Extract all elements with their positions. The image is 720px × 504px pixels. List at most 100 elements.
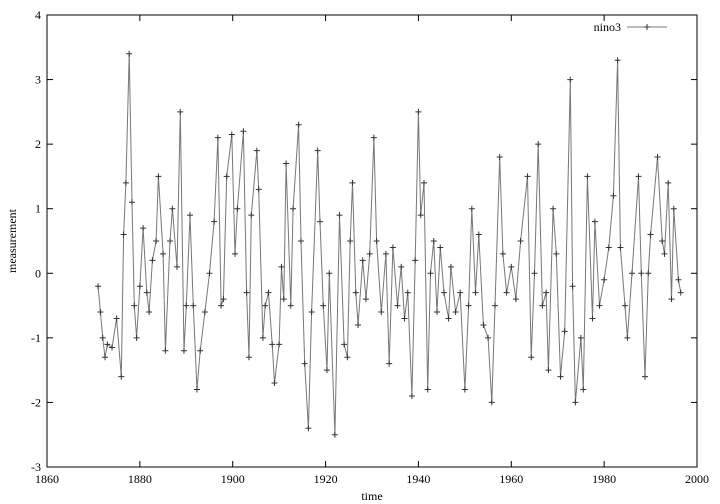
point-marker <box>331 431 338 438</box>
point-marker <box>102 354 109 361</box>
point-marker <box>276 341 283 348</box>
point-marker <box>317 218 323 225</box>
point-marker <box>183 302 190 309</box>
point-marker <box>508 263 515 270</box>
point-marker <box>206 270 213 277</box>
point-marker <box>434 309 440 316</box>
point-marker <box>190 302 197 309</box>
point-marker <box>437 244 444 251</box>
point-marker <box>290 205 297 212</box>
point-marker <box>366 250 373 257</box>
point-marker <box>635 173 642 180</box>
point-marker <box>153 238 160 244</box>
point-marker <box>99 334 106 341</box>
point-marker <box>320 302 327 309</box>
point-marker <box>591 218 598 225</box>
point-marker <box>262 302 269 309</box>
point-marker <box>468 205 475 212</box>
point-marker <box>323 367 330 374</box>
point-marker <box>577 334 584 341</box>
point-marker <box>104 341 111 348</box>
point-marker <box>499 250 506 257</box>
series-line <box>97 53 682 435</box>
point-marker <box>430 238 437 244</box>
point-marker <box>269 341 276 348</box>
x-tick-label: 1960 <box>499 472 523 486</box>
point-marker <box>539 302 546 309</box>
point-marker <box>617 244 624 251</box>
point-marker <box>187 212 193 219</box>
point-marker <box>341 341 348 348</box>
point-marker <box>146 309 153 316</box>
point-marker <box>421 179 427 186</box>
y-tick-label: -3 <box>31 460 41 474</box>
x-tick-label: 1940 <box>406 472 430 486</box>
point-marker <box>280 296 287 303</box>
point-marker <box>95 283 102 290</box>
point-marker <box>113 315 120 322</box>
point-marker <box>572 399 579 406</box>
point-marker <box>220 296 227 303</box>
point-marker <box>661 250 668 257</box>
point-marker <box>457 289 464 296</box>
point-marker <box>193 386 200 393</box>
point-marker <box>624 334 631 341</box>
point-marker <box>659 238 666 244</box>
point-marker <box>118 373 125 380</box>
point-marker <box>167 238 174 244</box>
point-marker <box>295 121 302 128</box>
x-tick-label: 1880 <box>128 472 152 486</box>
point-marker <box>408 392 415 399</box>
point-marker <box>214 134 221 141</box>
point-marker <box>373 238 380 244</box>
point-marker <box>97 309 104 316</box>
point-marker <box>177 108 184 115</box>
point-marker <box>629 270 635 277</box>
point-marker <box>545 367 552 374</box>
point-marker <box>675 276 682 283</box>
point-marker <box>243 289 250 296</box>
point-marker <box>136 283 143 290</box>
point-marker <box>352 289 359 296</box>
point-marker <box>567 76 574 83</box>
point-marker <box>452 309 459 316</box>
point-marker <box>133 334 140 341</box>
point-marker <box>278 263 285 270</box>
point-marker <box>386 360 393 367</box>
point-marker <box>255 186 262 193</box>
x-tick-label: 1980 <box>592 472 616 486</box>
point-marker <box>349 179 356 186</box>
point-marker <box>535 141 542 148</box>
point-marker <box>645 270 652 277</box>
point-marker <box>601 276 608 283</box>
y-tick-label: -1 <box>31 331 41 345</box>
point-marker <box>524 173 531 180</box>
point-marker <box>336 212 343 219</box>
x-tick-label: 1860 <box>35 472 59 486</box>
point-marker <box>485 334 492 341</box>
point-marker <box>488 399 495 406</box>
y-tick-label: 4 <box>35 8 41 22</box>
point-marker <box>359 257 366 264</box>
point-marker <box>234 205 241 212</box>
point-marker <box>465 302 472 309</box>
point-marker <box>126 50 133 57</box>
point-marker <box>297 238 304 244</box>
point-marker <box>201 309 208 316</box>
point-marker <box>314 147 321 154</box>
point-marker <box>287 302 294 309</box>
point-marker <box>301 360 308 367</box>
x-tick-label: 1920 <box>314 472 338 486</box>
point-marker <box>265 289 272 296</box>
y-tick-label: 0 <box>35 266 41 280</box>
point-marker <box>389 244 396 251</box>
point-marker <box>362 296 369 303</box>
point-marker <box>543 289 550 296</box>
x-axis-label: time <box>361 489 382 503</box>
point-marker <box>480 321 487 328</box>
point-marker <box>475 231 482 238</box>
point-marker <box>248 212 255 219</box>
point-marker <box>394 302 401 309</box>
point-marker <box>120 231 127 238</box>
